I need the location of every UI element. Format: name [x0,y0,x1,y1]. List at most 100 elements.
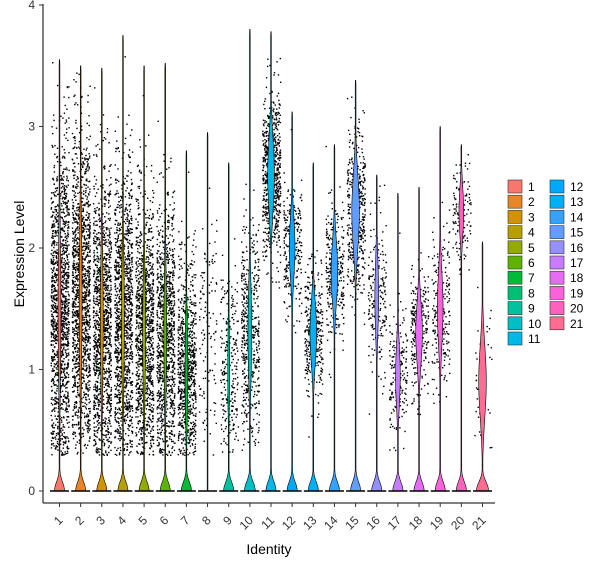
dot [72,342,74,344]
dot [123,390,125,393]
dot [88,328,90,330]
dot [64,236,66,238]
dot [88,398,90,400]
dot [130,286,132,288]
dot [66,210,68,212]
dot [126,408,128,410]
dot [93,386,95,388]
dot [52,358,54,360]
dot [57,374,59,377]
dot [108,327,110,329]
dot [81,317,84,319]
dot [75,423,77,426]
dot [78,439,81,441]
dot [74,269,77,271]
dot [50,285,53,287]
dot [118,327,120,330]
dot [62,294,64,296]
dot [54,263,56,265]
dot [88,402,90,404]
dot [76,243,78,245]
dot [77,348,80,350]
dot [98,414,101,417]
dot [107,422,109,424]
dot [128,398,130,400]
dot [85,168,88,170]
dot [117,206,119,209]
dot [96,345,98,347]
dot [126,331,128,333]
dot [125,272,127,275]
dot [128,242,131,244]
dot [124,271,126,273]
dot [74,249,76,252]
dot [64,267,66,270]
dot [83,275,86,277]
dot [126,355,129,357]
dot [62,370,65,372]
dot [109,326,111,329]
dot [82,344,84,347]
dot [63,188,65,190]
dot [118,227,121,230]
dot [52,177,54,180]
dot [61,354,64,356]
dot [53,288,56,290]
dot [94,280,96,283]
dot [56,264,59,267]
dot [75,310,78,312]
dot [96,155,98,158]
dot [61,146,63,148]
dot [60,301,62,303]
dot [107,428,110,430]
dot [130,231,133,234]
dot [114,223,116,226]
dot [78,410,80,413]
dot [120,289,122,292]
dot [63,432,65,434]
dot [56,187,58,190]
dot [118,295,121,298]
dot [86,413,89,415]
dot [105,300,107,303]
dot [83,365,85,367]
dot [106,454,109,456]
dot [98,237,100,239]
dot [63,197,65,199]
dot [53,381,55,383]
dot [130,270,132,273]
dot [130,420,132,422]
dot [68,399,70,402]
dot [127,311,129,313]
dot [67,363,69,365]
dot [114,283,116,285]
dot [77,163,80,165]
dot [104,258,107,260]
dot [57,373,59,375]
dot [103,298,106,300]
dot [85,339,88,341]
dot [99,241,101,243]
dot [72,147,74,150]
dot [74,271,77,274]
dot [127,250,130,252]
dot [97,324,100,326]
dot [76,334,79,336]
dot [115,297,117,299]
dot [61,257,63,260]
dot [126,267,128,269]
dot [64,215,66,218]
dot [57,449,59,451]
dot [93,300,95,303]
dot [89,231,91,234]
dot [86,147,88,149]
dot [103,276,105,279]
dot [73,344,75,346]
dot [84,159,86,161]
dot [83,412,86,415]
dot [95,395,98,397]
dot [115,368,117,370]
dot [78,393,81,395]
dot [126,283,128,286]
dot [64,266,67,268]
